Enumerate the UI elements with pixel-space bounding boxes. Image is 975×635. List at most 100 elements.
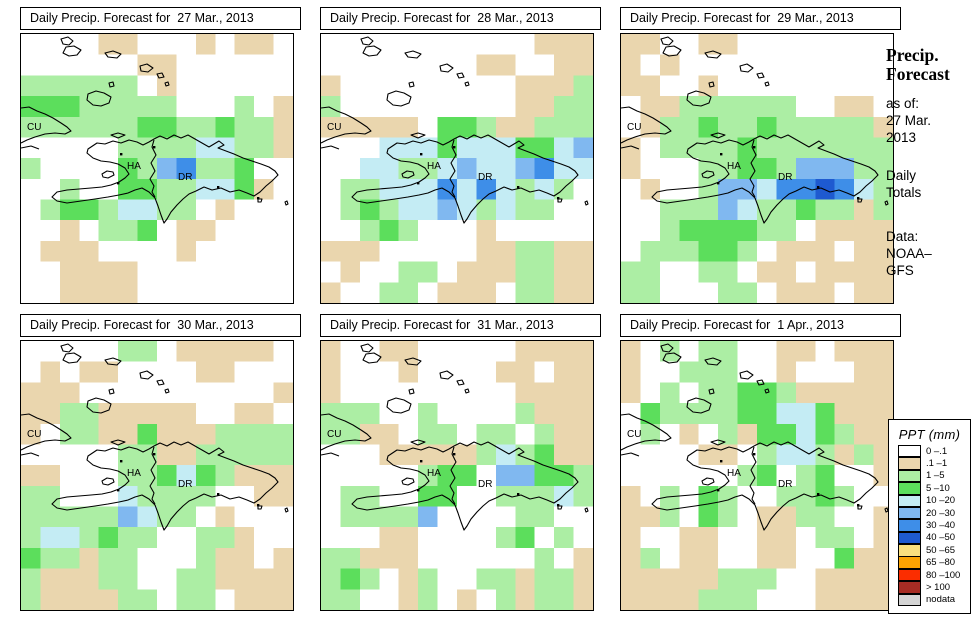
legend-swatch	[898, 519, 921, 532]
city-dot	[120, 153, 123, 156]
precip-grid-cell	[554, 444, 574, 466]
precip-grid-cell	[834, 199, 855, 221]
precip-grid-cell	[118, 547, 138, 569]
map-label-ha: HA	[127, 468, 141, 479]
precip-grid-cell	[176, 158, 196, 179]
precip-grid-cell	[398, 403, 419, 424]
precip-grid-cell	[21, 75, 41, 97]
precip-grid-cell	[379, 485, 399, 507]
side-title-line2: Forecast	[886, 64, 950, 84]
precip-grid-cell	[157, 361, 177, 383]
precip-grid-cell	[640, 178, 660, 200]
precip-grid-cell	[195, 261, 216, 283]
precip-grid-cell	[534, 199, 555, 221]
precip-grid-cell	[437, 403, 458, 424]
precip-grid-cell	[495, 178, 516, 200]
precip-grid-cell	[437, 54, 458, 76]
precip-grid-cell	[59, 158, 80, 179]
precip-grid-cell	[495, 568, 516, 590]
coastline	[660, 343, 674, 353]
legend-label: 0 –.1	[926, 445, 948, 457]
precip-grid-cell	[679, 589, 699, 610]
precip-grid-cell	[321, 423, 341, 445]
precip-grid-cell	[118, 199, 138, 221]
precip-grid-cell	[195, 568, 216, 590]
precip-grid-cell	[40, 261, 60, 283]
precip-grid-cell	[79, 34, 99, 55]
precip-grid-cell	[98, 403, 119, 424]
precip-grid-cell	[40, 137, 60, 159]
precip-grid-cell	[254, 34, 274, 55]
precip-grid-cell	[157, 137, 177, 159]
precip-grid-cell	[273, 240, 293, 262]
precip-grid-cell	[359, 261, 380, 283]
precip-grid-cell	[476, 382, 496, 404]
precip-grid-cell	[795, 34, 816, 55]
precip-grid-cell	[698, 75, 719, 97]
precip-grid-cell	[21, 261, 41, 283]
precip-grid-cell	[621, 361, 641, 383]
precip-grid-cell	[679, 220, 699, 241]
precip-grid-cell	[21, 361, 41, 383]
precip-grid-cell	[659, 178, 680, 200]
precip-grid-cell	[40, 282, 60, 303]
precip-grid-cell	[273, 116, 293, 138]
precip-grid-cell	[59, 485, 80, 507]
precip-grid-cell	[457, 485, 477, 507]
precip-grid-cell	[457, 34, 477, 55]
totals-line1: Daily	[886, 168, 917, 183]
precip-grid-cell	[359, 282, 380, 303]
precip-grid-cell	[215, 361, 235, 383]
coastline	[621, 106, 672, 144]
precip-grid-cell	[321, 199, 341, 221]
coastline	[701, 170, 715, 179]
coastline	[704, 50, 722, 59]
coastline	[104, 50, 122, 59]
precip-grid-cell	[98, 137, 119, 159]
precip-grid-cell	[621, 282, 641, 303]
precip-grid-cell	[359, 116, 380, 138]
precip-grid-cell	[757, 261, 777, 283]
precip-grid-cell	[40, 75, 60, 97]
precip-grid-cell	[437, 116, 458, 138]
precip-grid-cell	[321, 465, 341, 486]
precip-grid-cell	[254, 444, 274, 466]
legend-title: PPT (mm)	[898, 427, 961, 442]
precip-grid-cell	[398, 199, 419, 221]
precip-grid-cell	[195, 589, 216, 610]
panel-title: Daily Precip. Forecast for 31 Mar., 2013	[320, 314, 601, 337]
legend-label: 40 –50	[926, 532, 956, 544]
coastline	[651, 134, 879, 224]
coastline	[101, 170, 115, 179]
precip-grid-cell	[776, 403, 796, 424]
precip-grid-cell	[137, 382, 158, 404]
precip-grid-cell	[118, 34, 138, 55]
precip-grid-cell	[573, 75, 593, 97]
precip-grid-cell	[195, 527, 216, 548]
precip-grid-cell	[534, 96, 555, 117]
precip-grid-cell	[437, 361, 458, 383]
coastline	[360, 343, 374, 353]
precip-grid-cell	[679, 158, 699, 179]
precip-grid-cell	[379, 116, 399, 138]
precip-grid-cell	[40, 423, 60, 445]
precip-grid-cell	[215, 199, 235, 221]
precip-grid-cell	[437, 506, 458, 528]
map-label-dr: DR	[178, 172, 192, 183]
precip-grid-cell	[834, 589, 855, 610]
precip-grid-cell	[98, 382, 119, 404]
precip-grid-cell	[359, 589, 380, 610]
precip-grid-cell	[659, 423, 680, 445]
precip-grid-cell	[476, 423, 496, 445]
precip-grid-cell	[737, 506, 758, 528]
legend-entry: > 100	[889, 581, 970, 594]
precip-grid-cell	[718, 527, 738, 548]
precip-grid-cell	[118, 240, 138, 262]
precip-grid-cell	[21, 568, 41, 590]
precip-grid-cell	[476, 261, 496, 283]
precip-grid-cell	[737, 220, 758, 241]
precip-grid-cell	[515, 220, 535, 241]
precip-grid-cell	[515, 465, 535, 486]
precip-grid-cell	[834, 96, 855, 117]
precip-grid-cell	[118, 361, 138, 383]
